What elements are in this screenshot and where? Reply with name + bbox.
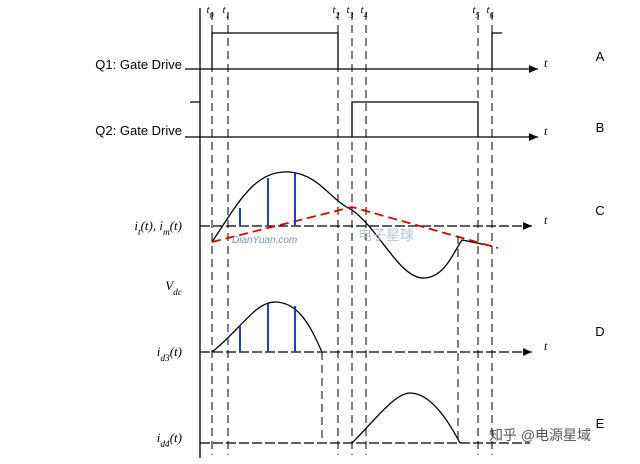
time-sub: 4 xyxy=(364,11,368,20)
blue-strips xyxy=(239,173,296,352)
label: Vdc xyxy=(165,278,183,298)
watermark: DianYuan.com xyxy=(232,235,297,246)
time-base: t xyxy=(486,4,490,16)
label-part: (t) xyxy=(170,344,182,359)
label-part: i xyxy=(157,344,161,359)
label-part: dc xyxy=(173,288,183,298)
q1-wave xyxy=(211,32,502,69)
time-base: t xyxy=(206,4,210,16)
time-sub: 5 xyxy=(476,11,480,20)
label-part: m xyxy=(163,228,170,238)
watermark: 电子星球 xyxy=(358,227,414,243)
time-sub: 1 xyxy=(226,11,230,20)
panel-letter: E xyxy=(596,416,605,431)
axis-label: t xyxy=(544,339,548,353)
label: it(t), im(t) xyxy=(134,218,182,238)
time-base: t xyxy=(360,4,364,16)
time-mark: t3 xyxy=(346,4,353,20)
watermark: 知乎 @电源星域 xyxy=(489,427,591,443)
time-guides xyxy=(211,12,493,455)
panel-letter: D xyxy=(595,324,604,339)
label: Q1: Gate Drive xyxy=(95,57,182,72)
label-part: (t), i xyxy=(141,218,164,233)
time-base: t xyxy=(346,4,350,16)
label: id3(t) xyxy=(157,344,182,364)
label-part: V xyxy=(165,278,175,293)
label-part: i xyxy=(134,218,138,233)
time-mark: t5 xyxy=(472,4,479,20)
im-wave xyxy=(211,206,499,249)
axis-label: t xyxy=(544,124,548,138)
time-mark: t0 xyxy=(206,4,213,20)
label: id4(t) xyxy=(157,430,182,450)
id3-wave xyxy=(211,301,323,353)
time-base: t xyxy=(472,4,476,16)
label-part: Q1: Gate Drive xyxy=(95,57,182,72)
label-part: (t) xyxy=(170,218,182,233)
layout xyxy=(185,8,538,458)
panel-letter: C xyxy=(595,203,604,218)
time-mark: t6 xyxy=(486,4,493,20)
label-part: Q2: Gate Drive xyxy=(95,123,182,138)
panel-letter: A xyxy=(596,49,605,64)
time-mark: t2 xyxy=(332,4,339,20)
label-part: d3 xyxy=(160,354,170,364)
time-base: t xyxy=(332,4,336,16)
label-part: t xyxy=(138,228,141,238)
time-sub: 0 xyxy=(210,11,214,20)
time-sub: 2 xyxy=(336,11,340,20)
label-part: i xyxy=(157,430,161,445)
it-wave xyxy=(211,171,493,279)
time-base: t xyxy=(222,4,226,16)
q2-wave xyxy=(190,101,479,137)
label-part: d4 xyxy=(160,440,170,450)
time-mark: t4 xyxy=(360,4,367,20)
id4-wave xyxy=(351,392,461,444)
label: Q2: Gate Drive xyxy=(95,123,182,138)
time-sub: 3 xyxy=(349,11,354,20)
label-part: (t) xyxy=(170,430,182,445)
panel-letter: B xyxy=(596,120,605,135)
axis-label: t xyxy=(544,56,548,70)
axis-label: t xyxy=(544,213,548,227)
time-sub: 6 xyxy=(490,11,494,20)
time-mark: t1 xyxy=(222,4,229,20)
